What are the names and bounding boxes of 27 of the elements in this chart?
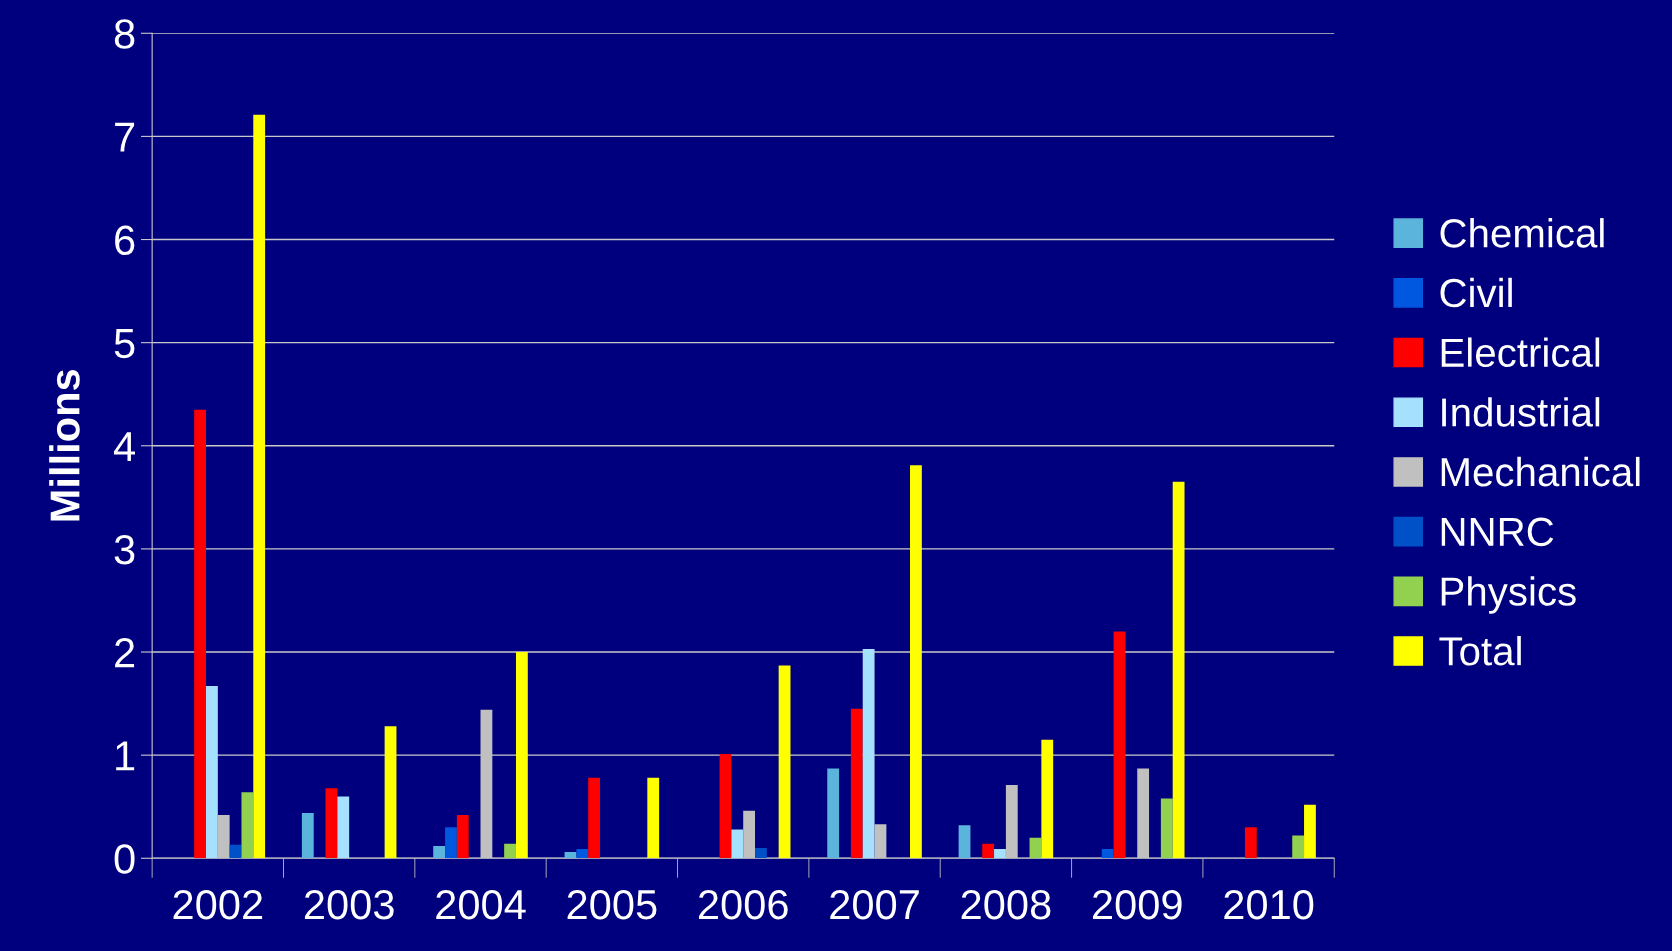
y-tick-label: 1 — [116, 741, 135, 771]
legend-label: NNRC — [1441, 517, 1554, 547]
y-axis-title: Millions — [49, 369, 80, 521]
legend-label: Electrical — [1441, 337, 1600, 368]
legend-label: Mechanical — [1441, 456, 1640, 487]
y-tick-label: 0 — [114, 844, 135, 874]
x-tick-label: 2004 — [436, 889, 526, 920]
x-tick-label: 2009 — [1092, 889, 1182, 920]
y-tick-label: 7 — [115, 122, 135, 152]
legend-label: Civil — [1440, 277, 1512, 308]
x-tick-label: 2008 — [961, 889, 1051, 920]
legend-label: Chemical — [1440, 218, 1604, 248]
legend-label: Industrial — [1442, 397, 1600, 427]
y-tick-label: 4 — [113, 432, 135, 461]
y-tick-label: 8 — [114, 19, 135, 49]
legend-label: Total — [1439, 635, 1521, 666]
x-tick-label: 2002 — [173, 889, 263, 920]
x-tick-label: 2006 — [698, 889, 788, 920]
x-tick-label: 2005 — [567, 889, 657, 920]
y-tick-label: 2 — [115, 638, 135, 668]
y-tick-label: 5 — [114, 329, 135, 359]
x-tick-label: 2003 — [304, 889, 394, 920]
legend-label: Physics — [1441, 576, 1576, 614]
y-tick-label: 3 — [114, 534, 135, 565]
x-tick-label: 2007 — [830, 889, 919, 920]
x-tick-label: 2010 — [1224, 889, 1314, 920]
y-tick-label: 6 — [115, 225, 135, 256]
